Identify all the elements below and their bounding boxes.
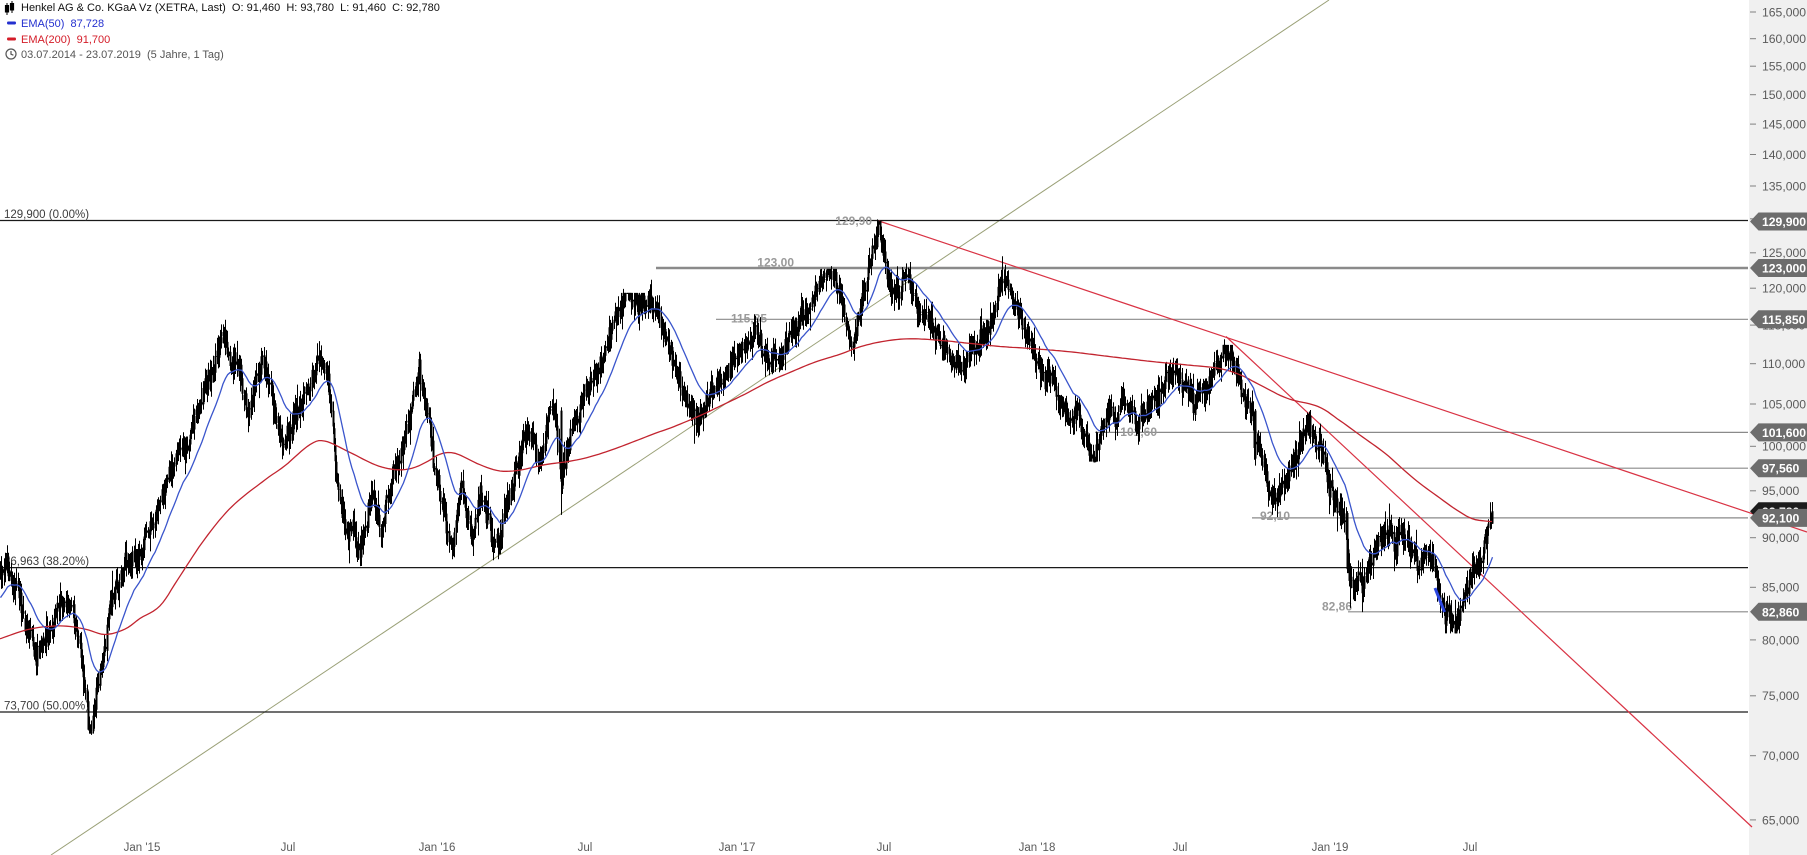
svg-text:EMA(200) 91,700: EMA(200) 91,700 (21, 34, 110, 46)
svg-text:Jul: Jul (281, 842, 296, 854)
svg-text:Jan '16: Jan '16 (419, 842, 456, 854)
svg-text:Henkel AG & Co. KGaA Vz (XETRA: Henkel AG & Co. KGaA Vz (XETRA, Last) O:… (21, 2, 440, 14)
svg-text:129,900: 129,900 (1762, 215, 1806, 229)
svg-text:129,900 (0.00%): 129,900 (0.00%) (4, 209, 89, 221)
svg-text:82,86: 82,86 (1322, 600, 1352, 614)
svg-text:125,000: 125,000 (1762, 246, 1806, 260)
svg-text:95,000: 95,000 (1762, 484, 1799, 498)
svg-text:Jan '17: Jan '17 (719, 842, 756, 854)
svg-text:70,000: 70,000 (1762, 749, 1799, 763)
svg-text:65,000: 65,000 (1762, 813, 1799, 827)
svg-text:123,00: 123,00 (757, 256, 794, 270)
svg-text:86,963 (38.20%): 86,963 (38.20%) (4, 556, 89, 568)
svg-text:Jul: Jul (578, 842, 593, 854)
svg-text:115,850: 115,850 (1762, 313, 1806, 327)
svg-text:100,000: 100,000 (1762, 440, 1806, 454)
svg-text:Jan '19: Jan '19 (1312, 842, 1349, 854)
svg-text:03.07.2014 - 23.07.2019 (5 Ja: 03.07.2014 - 23.07.2019 (5 Jahre, 1 Tag) (21, 49, 224, 61)
svg-text:90,000: 90,000 (1762, 531, 1799, 545)
svg-text:Jul: Jul (877, 842, 892, 854)
svg-text:160,000: 160,000 (1762, 32, 1806, 46)
svg-text:150,000: 150,000 (1762, 88, 1806, 102)
svg-text:Jan '15: Jan '15 (124, 842, 161, 854)
svg-text:80,000: 80,000 (1762, 633, 1799, 647)
svg-text:110,000: 110,000 (1762, 357, 1805, 371)
svg-text:82,860: 82,860 (1762, 605, 1799, 619)
svg-text:Jan '18: Jan '18 (1019, 842, 1056, 854)
svg-text:165,000: 165,000 (1762, 5, 1806, 19)
svg-text:101,600: 101,600 (1762, 426, 1806, 440)
svg-text:155,000: 155,000 (1762, 60, 1806, 74)
svg-text:140,000: 140,000 (1762, 148, 1806, 162)
svg-text:123,000: 123,000 (1762, 262, 1806, 276)
svg-text:92,10: 92,10 (1260, 509, 1290, 523)
svg-text:145,000: 145,000 (1762, 118, 1806, 132)
svg-text:135,000: 135,000 (1762, 179, 1806, 193)
svg-text:129,90: 129,90 (835, 214, 872, 228)
svg-text:115,85: 115,85 (731, 311, 767, 325)
svg-text:EMA(50) 87,728: EMA(50) 87,728 (21, 18, 104, 30)
svg-text:120,000: 120,000 (1762, 282, 1806, 296)
svg-text:97,560: 97,560 (1762, 462, 1799, 476)
svg-text:105,000: 105,000 (1762, 397, 1806, 411)
svg-text:Jul: Jul (1173, 842, 1188, 854)
svg-text:75,000: 75,000 (1762, 689, 1799, 703)
svg-text:85,000: 85,000 (1762, 581, 1799, 595)
svg-text:Jul: Jul (1463, 842, 1478, 854)
svg-text:92,100: 92,100 (1762, 511, 1799, 525)
svg-text:73,700 (50.00%): 73,700 (50.00%) (4, 701, 89, 713)
